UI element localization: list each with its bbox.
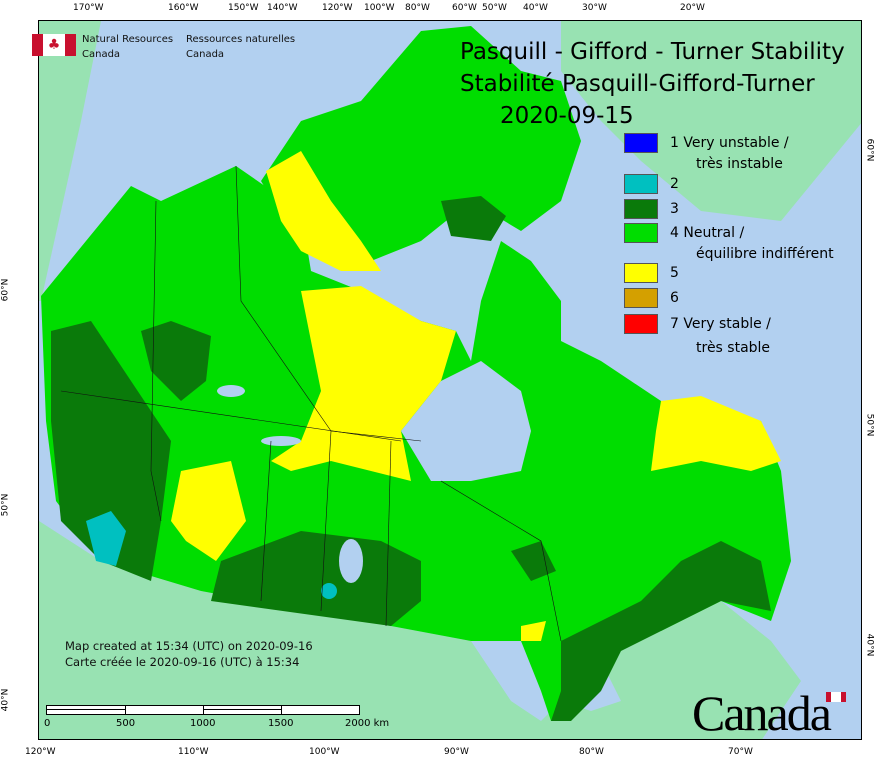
greenland xyxy=(561,21,861,221)
alaska xyxy=(39,21,101,301)
lon-label: 110°W xyxy=(178,747,209,757)
agency-en-1: Natural Resources xyxy=(82,34,174,45)
ontario-class5 xyxy=(521,621,546,641)
lon-label: 20°W xyxy=(680,3,705,13)
title-en: Pasquill - Gifford - Turner Stability xyxy=(460,39,845,65)
lake xyxy=(217,385,245,397)
arctic-class5 xyxy=(266,151,381,271)
lon-label: 100°W xyxy=(309,747,340,757)
ontario-class3 xyxy=(511,541,556,581)
lon-label: 80°W xyxy=(405,3,430,13)
lat-label: 50°N xyxy=(0,493,11,517)
lon-label: 80°W xyxy=(579,747,604,757)
province-border xyxy=(150,200,162,522)
agency-en-2: Canada xyxy=(82,49,121,60)
labrador-class5 xyxy=(651,396,781,471)
lon-label: 140°W xyxy=(267,3,298,13)
lake xyxy=(261,436,301,446)
province-border xyxy=(320,430,332,612)
lon-label: 150°W xyxy=(228,3,259,13)
map-title: Pasquill - Gifford - Turner Stability St… xyxy=(460,36,845,132)
province-border xyxy=(260,440,272,602)
lat-label: 40°N xyxy=(0,688,11,712)
wordmark-flag-icon xyxy=(826,692,846,702)
lon-label: 70°W xyxy=(728,747,753,757)
hudson-bay xyxy=(401,361,531,481)
baffin-class3 xyxy=(441,196,506,241)
title-fr: Stabilité Pasquill-Gifford-Turner xyxy=(460,71,815,97)
canada-flag-icon: ♣ xyxy=(32,34,76,56)
arctic-islands xyxy=(261,26,581,261)
lon-label: 120°W xyxy=(25,747,56,757)
scale-label: 1500 xyxy=(268,718,294,729)
lat-label: 60°N xyxy=(0,278,11,302)
scale-label: 500 xyxy=(116,718,136,729)
scale-bar xyxy=(46,705,360,715)
lake xyxy=(339,539,363,583)
yukon-class3 xyxy=(141,321,211,401)
created-fr: Carte créée le 2020-09-16 (UTC) à 15:34 xyxy=(65,655,300,669)
stability-map xyxy=(39,21,861,739)
agency-fr-2: Canada xyxy=(186,49,225,60)
manitoba-class2 xyxy=(321,583,337,599)
lon-label: 60°W xyxy=(452,3,477,13)
scale-label: 0 xyxy=(44,718,51,729)
lon-label: 160°W xyxy=(168,3,199,13)
lat-label: 40°N xyxy=(864,633,875,657)
quebec-class3 xyxy=(551,541,771,721)
bc-class2 xyxy=(86,511,126,566)
lat-label: 60°N xyxy=(864,138,875,162)
map-frame xyxy=(38,20,862,740)
province-border xyxy=(235,165,422,442)
scale-label: 2000 km xyxy=(345,718,390,729)
lon-label: 120°W xyxy=(322,3,353,13)
prairie-class3 xyxy=(211,531,421,626)
alberta-class5 xyxy=(171,461,246,561)
title-date: 2020-09-15 xyxy=(500,103,634,129)
scale-label: 1000 xyxy=(190,718,216,729)
province-border xyxy=(60,390,402,442)
creation-note: Map created at 15:34 (UTC) on 2020-09-16… xyxy=(65,638,313,670)
agency-fr-1: Ressources naturelles xyxy=(186,34,296,45)
lon-label: 90°W xyxy=(444,747,469,757)
canada-wordmark: Canada xyxy=(692,685,832,741)
lon-label: 40°W xyxy=(523,3,548,13)
lon-label: 170°W xyxy=(73,3,104,13)
nunavut-class5 xyxy=(271,286,456,481)
lon-label: 100°W xyxy=(364,3,395,13)
lon-label: 50°W xyxy=(482,3,507,13)
bc-class3 xyxy=(51,321,171,581)
lon-label: 30°W xyxy=(582,3,607,13)
created-en: Map created at 15:34 (UTC) on 2020-09-16 xyxy=(65,639,313,653)
lat-label: 50°N xyxy=(864,413,875,437)
province-border xyxy=(385,440,392,627)
province-border xyxy=(440,480,562,642)
